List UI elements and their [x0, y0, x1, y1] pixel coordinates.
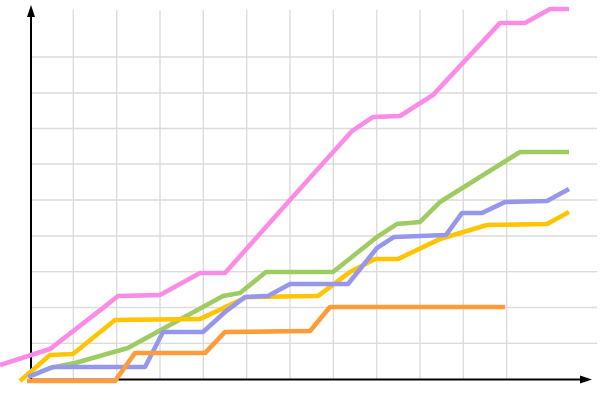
grid-vertical-group: [72, 10, 508, 379]
axes-group: [27, 5, 592, 384]
series-line-blue: [27, 186, 571, 380]
series-line-orange: [27, 304, 505, 384]
series-line-pink: [0, 6, 569, 368]
x-axis-arrow-icon: [580, 375, 592, 384]
y-axis-arrow-icon: [27, 5, 35, 17]
series-line-green: [27, 149, 569, 380]
series-group: [0, 6, 571, 384]
